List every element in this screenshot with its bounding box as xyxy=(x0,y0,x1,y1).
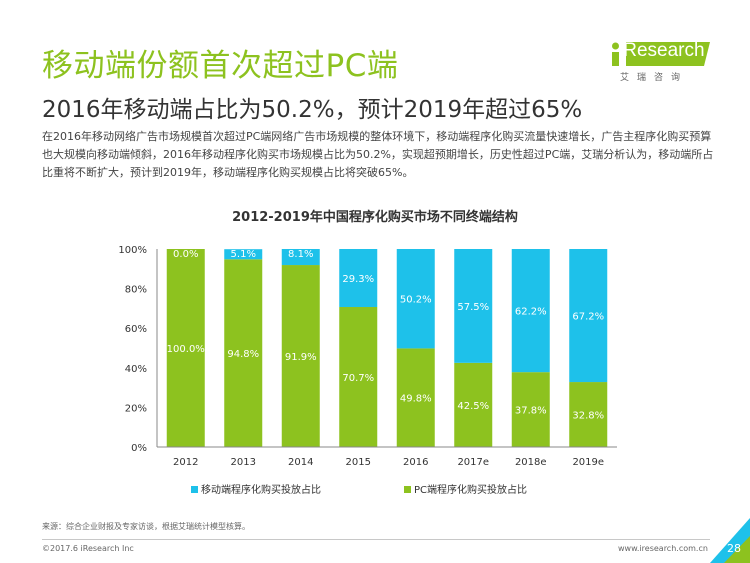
source-note: 来源：综合企业财报及专家访谈，根据艾瑞统计模型核算。 xyxy=(42,522,250,531)
x-tick-label: 2013 xyxy=(231,457,256,468)
pc-value-label: 42.5% xyxy=(457,401,489,412)
mobile-value-label: 50.2% xyxy=(400,295,432,306)
x-tick-label: 2019e xyxy=(572,457,604,468)
mobile-value-label: 67.2% xyxy=(572,312,604,323)
pc-bar xyxy=(511,372,550,447)
x-tick-label: 2018e xyxy=(515,457,547,468)
pc-bar xyxy=(454,362,493,447)
iresearch-logo: iResearch 艾瑞咨询 xyxy=(612,40,710,92)
pc-bar xyxy=(281,265,320,447)
mobile-value-label: 8.1% xyxy=(288,249,313,260)
pc-bar xyxy=(166,249,205,447)
logo-text: iResearch xyxy=(619,40,705,61)
logo-subtext: 艾瑞咨询 xyxy=(620,73,689,83)
legend-label: 移动端程序化购买投放占比 xyxy=(201,483,321,496)
pc-value-label: 91.9% xyxy=(285,352,317,363)
pc-value-label: 94.8% xyxy=(227,349,259,360)
mobile-bar xyxy=(511,249,550,373)
mobile-value-label: 0.0% xyxy=(173,249,198,260)
mobile-bar xyxy=(339,249,378,308)
y-tick-label: 100% xyxy=(118,245,147,256)
legend-label: PC端程序化购买投放占比 xyxy=(414,483,527,496)
chart-title: 2012-2019年中国程序化购买市场不同终端结构 xyxy=(232,210,518,225)
footer-divider xyxy=(42,539,710,540)
legend-swatch xyxy=(191,486,198,493)
pc-bar xyxy=(396,348,435,447)
mobile-value-label: 62.2% xyxy=(515,307,547,318)
mobile-value-label: 57.5% xyxy=(457,302,489,313)
pc-bar xyxy=(224,259,263,447)
mobile-bar xyxy=(281,249,320,266)
y-tick-label: 20% xyxy=(125,403,147,414)
y-tick-label: 0% xyxy=(131,443,147,454)
page-title: 移动端份额首次超过PC端 xyxy=(42,48,399,84)
pc-value-label: 49.8% xyxy=(400,394,432,405)
pc-value-label: 32.8% xyxy=(572,411,604,422)
legend-swatch xyxy=(404,486,411,493)
x-tick-label: 2017e xyxy=(457,457,489,468)
site-url: www.iresearch.com.cn xyxy=(618,544,708,553)
intro-paragraph: 在2016年移动网络广告市场规模首次超过PC端网络广告市场规模的整体环境下，移动… xyxy=(42,130,714,179)
y-tick-label: 40% xyxy=(125,364,147,375)
x-tick-label: 2012 xyxy=(173,457,198,468)
mobile-bar xyxy=(454,249,493,363)
pc-bar xyxy=(569,382,608,447)
x-tick-label: 2014 xyxy=(288,457,313,468)
pc-value-label: 100.0% xyxy=(167,344,205,355)
copyright-text: ©2017.6 iResearch Inc xyxy=(42,544,134,553)
mobile-bar xyxy=(224,249,263,260)
mobile-value-label: 29.3% xyxy=(342,274,374,285)
y-tick-label: 60% xyxy=(125,324,147,335)
pc-value-label: 70.7% xyxy=(342,373,374,384)
pc-bar xyxy=(339,307,378,447)
stacked-bar-chart: 0% 20% 40% 60% 80% 100% 100.0% 0.0% 2012 94.8% 5.1… xyxy=(118,245,617,496)
pc-value-label: 37.8% xyxy=(515,406,547,417)
mobile-bar xyxy=(569,249,608,383)
logo-badge-icon xyxy=(612,42,710,66)
page-subtitle: 2016年移动端占比为50.2%，预计2019年超过65% xyxy=(42,97,583,123)
mobile-bar xyxy=(396,249,435,349)
page-number: 28 xyxy=(727,542,741,555)
x-tick-label: 2015 xyxy=(346,457,371,468)
page-corner-decoration xyxy=(710,518,750,563)
y-tick-label: 80% xyxy=(125,285,147,296)
mobile-value-label: 5.1% xyxy=(231,249,256,260)
x-tick-label: 2016 xyxy=(403,457,428,468)
